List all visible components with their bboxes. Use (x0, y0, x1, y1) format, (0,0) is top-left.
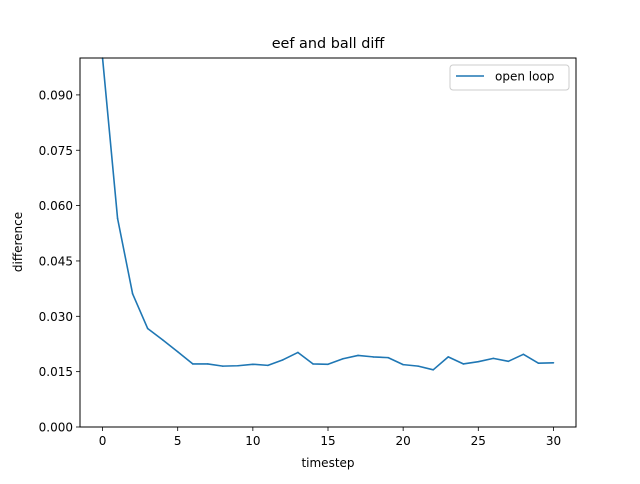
data-point (191, 363, 194, 365)
data-point (537, 362, 540, 364)
data-point (297, 351, 299, 354)
legend: open loop (449, 64, 570, 91)
data-point (492, 357, 495, 360)
data-point (146, 327, 149, 330)
data-point (357, 354, 359, 357)
data-point (402, 363, 404, 366)
y-tick-label: 0.030 (39, 310, 73, 324)
data-point (116, 217, 119, 220)
data-point (387, 356, 389, 359)
x-axis-label: timestep (301, 456, 354, 470)
data-point (447, 356, 450, 358)
y-tick-label: 0.075 (39, 144, 73, 158)
data-point (417, 365, 419, 367)
x-tick-label: 0 (99, 434, 107, 448)
y-tick-label: 0.015 (39, 365, 73, 379)
x-axis: 0 5 10 15 20 25 30 (99, 427, 561, 448)
data-point (267, 364, 269, 367)
x-tick-label: 10 (245, 434, 260, 448)
data-point (312, 363, 314, 365)
x-tick-label: 20 (396, 434, 411, 448)
data-point (522, 353, 525, 356)
x-tick-label: 5 (174, 434, 182, 448)
x-tick-label: 15 (320, 434, 335, 448)
plot-frame (79, 57, 577, 428)
chart-title: eef and ball diff (272, 36, 386, 52)
y-axis-label: difference (11, 212, 25, 272)
data-point (372, 356, 374, 358)
y-axis: 0.000 0.015 0.030 0.045 0.060 0.075 0.090 (39, 88, 80, 435)
data-point (462, 363, 465, 365)
y-tick-label: 0.060 (39, 199, 73, 213)
legend-label-open-loop: open loop (495, 70, 554, 84)
y-tick-label: 0.000 (39, 421, 73, 435)
data-point (282, 359, 284, 361)
y-tick-label: 0.045 (39, 254, 73, 268)
data-point (206, 363, 209, 365)
data-point (342, 357, 344, 360)
y-tick-label: 0.090 (39, 88, 73, 102)
data-point (252, 363, 254, 366)
data-point (552, 361, 555, 364)
data-point (131, 292, 134, 295)
data-point (237, 364, 239, 367)
legend-box (449, 64, 570, 91)
data-point (432, 369, 435, 371)
x-tick-label: 30 (546, 434, 561, 448)
data-point (176, 350, 179, 353)
data-point (477, 360, 480, 363)
data-point (327, 363, 329, 366)
x-tick-label: 25 (471, 434, 486, 448)
data-point (507, 360, 510, 363)
data-point (221, 365, 224, 367)
data-point (161, 339, 164, 341)
